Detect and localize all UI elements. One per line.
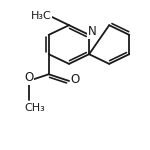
Text: O: O — [71, 73, 80, 86]
Text: N: N — [87, 25, 96, 38]
Text: H₃C: H₃C — [30, 11, 51, 21]
Text: O: O — [24, 71, 33, 84]
Text: CH₃: CH₃ — [24, 103, 45, 113]
